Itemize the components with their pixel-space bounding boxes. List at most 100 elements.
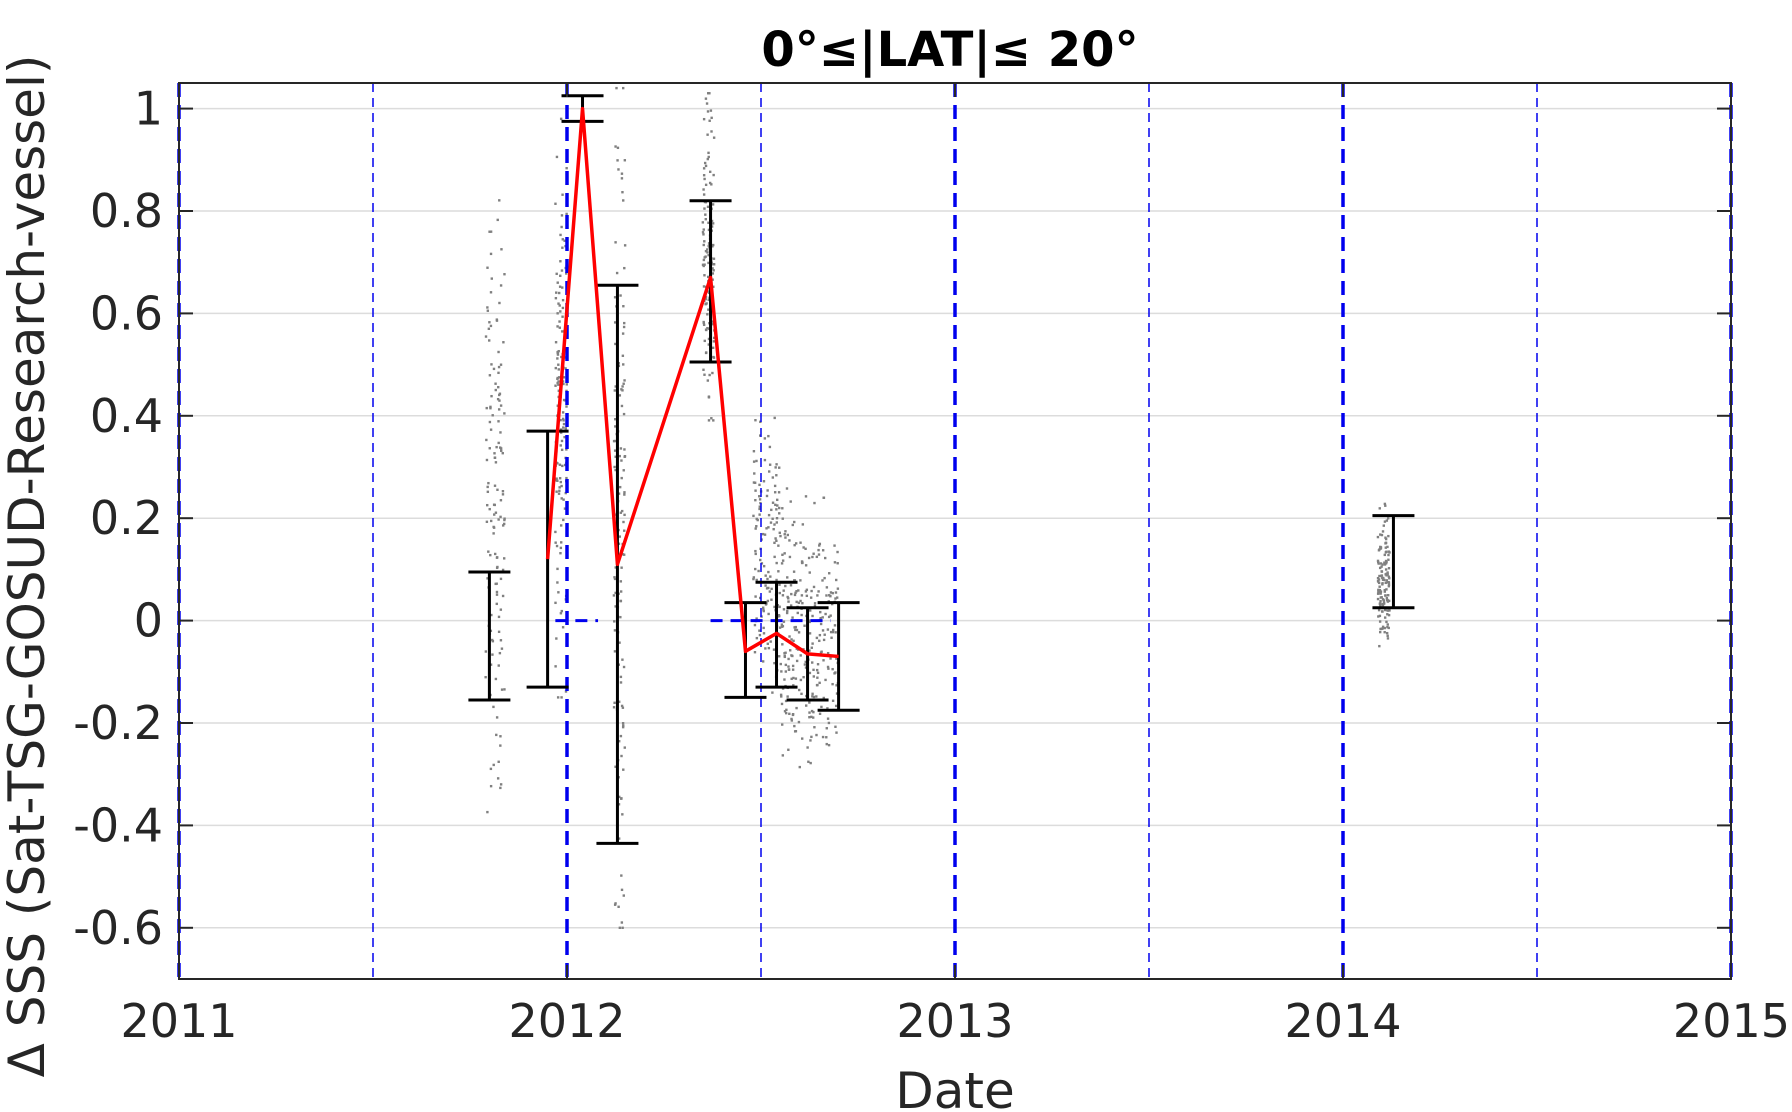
- scatter-point: [762, 609, 765, 613]
- scatter-point: [484, 675, 487, 679]
- scatter-point: [835, 596, 839, 599]
- scatter-point: [498, 301, 501, 305]
- y-tick-label: -0.6: [73, 901, 163, 955]
- scatter-point: [781, 517, 784, 520]
- scatter-point: [623, 529, 626, 532]
- scatter-point: [766, 642, 770, 645]
- scatter-point: [494, 382, 497, 385]
- scatter-point: [788, 712, 791, 716]
- scatter-point: [811, 692, 814, 696]
- scatter-point: [804, 564, 808, 567]
- scatter-point: [496, 397, 500, 401]
- y-tick-label: 1: [134, 82, 163, 136]
- scatter-point: [774, 466, 777, 469]
- scatter-point: [766, 577, 769, 581]
- scatter-point: [622, 724, 625, 727]
- scatter-point: [495, 566, 499, 570]
- scatter-point: [622, 553, 626, 556]
- scatter-point: [1378, 588, 1382, 592]
- scatter-point: [787, 600, 790, 603]
- scatter-point: [497, 760, 500, 763]
- scatter-point: [763, 458, 767, 462]
- scatter-point: [554, 541, 557, 544]
- scatter-point: [781, 754, 785, 757]
- scatter-point: [704, 297, 707, 301]
- scatter-point: [816, 663, 820, 666]
- scatter-point: [560, 269, 564, 272]
- scatter-point: [835, 657, 838, 660]
- scatter-point: [499, 786, 502, 790]
- scatter-point: [495, 590, 499, 594]
- scatter-point: [615, 86, 618, 90]
- scatter-point: [559, 274, 562, 277]
- scatter-point: [622, 412, 626, 416]
- scatter-point: [1378, 585, 1381, 588]
- scatter-point: [614, 145, 617, 148]
- scatter-point: [766, 489, 769, 492]
- scatter-point: [617, 837, 621, 840]
- scatter-point: [617, 905, 620, 909]
- scatter-point: [834, 704, 838, 708]
- scatter-point: [560, 214, 564, 217]
- scatter-point: [554, 366, 558, 370]
- scatter-point: [818, 542, 822, 546]
- scatter-point: [712, 285, 715, 288]
- scatter-point: [500, 647, 504, 650]
- scatter-point: [792, 676, 795, 680]
- scatter-point: [829, 594, 832, 598]
- scatter-point: [802, 675, 805, 679]
- scatter-point: [617, 803, 621, 806]
- scatter-point: [702, 285, 706, 288]
- scatter-point: [1377, 615, 1380, 618]
- scatter-point: [619, 590, 623, 593]
- scatter-point: [707, 308, 710, 311]
- scatter-point: [622, 304, 625, 308]
- scatter-point: [494, 582, 497, 586]
- scatter-point: [623, 266, 626, 270]
- scatter-point: [1385, 620, 1388, 624]
- scatter-point: [758, 629, 761, 632]
- scatter-point: [622, 199, 625, 202]
- scatter-point: [712, 173, 715, 177]
- scatter-point: [621, 354, 625, 357]
- scatter-point: [495, 733, 498, 737]
- scatter-point: [1378, 602, 1382, 606]
- scatter-point: [815, 636, 819, 640]
- scatter-point: [497, 365, 501, 369]
- scatter-point: [501, 524, 505, 527]
- x-tick-label: 2012: [508, 994, 625, 1048]
- scatter-point: [1377, 590, 1380, 593]
- scatter-point: [711, 278, 714, 281]
- scatter-point: [1386, 594, 1390, 597]
- scatter-point: [778, 626, 782, 629]
- scatter-point: [489, 663, 493, 666]
- scatter-point: [561, 193, 564, 196]
- scatter-point: [497, 441, 500, 445]
- scatter-point: [791, 664, 795, 668]
- scatter-point: [493, 552, 497, 556]
- scatter-point: [711, 203, 715, 206]
- scatter-point: [623, 448, 626, 451]
- scatter-point: [489, 291, 493, 294]
- scatter-point: [620, 797, 623, 800]
- scatter-point: [766, 599, 770, 603]
- scatter-point: [775, 463, 778, 466]
- scatter-point: [702, 264, 705, 268]
- scatter-point: [1378, 566, 1382, 570]
- scatter-point: [710, 116, 713, 120]
- scatter-point: [710, 183, 713, 186]
- scatter-point: [787, 665, 790, 668]
- scatter-point: [620, 754, 623, 758]
- scatter-point: [1378, 507, 1381, 510]
- scatter-point: [497, 664, 500, 667]
- scatter-point: [502, 522, 506, 526]
- scatter-point: [752, 514, 755, 518]
- x-tick-label: 2011: [120, 994, 237, 1048]
- scatter-point: [1377, 608, 1381, 612]
- scatter-point: [1383, 553, 1386, 557]
- scatter-point: [1385, 579, 1388, 582]
- scatter-point: [812, 695, 816, 699]
- scatter-point: [613, 321, 617, 324]
- scatter-point: [811, 642, 814, 645]
- scatter-point: [767, 570, 770, 574]
